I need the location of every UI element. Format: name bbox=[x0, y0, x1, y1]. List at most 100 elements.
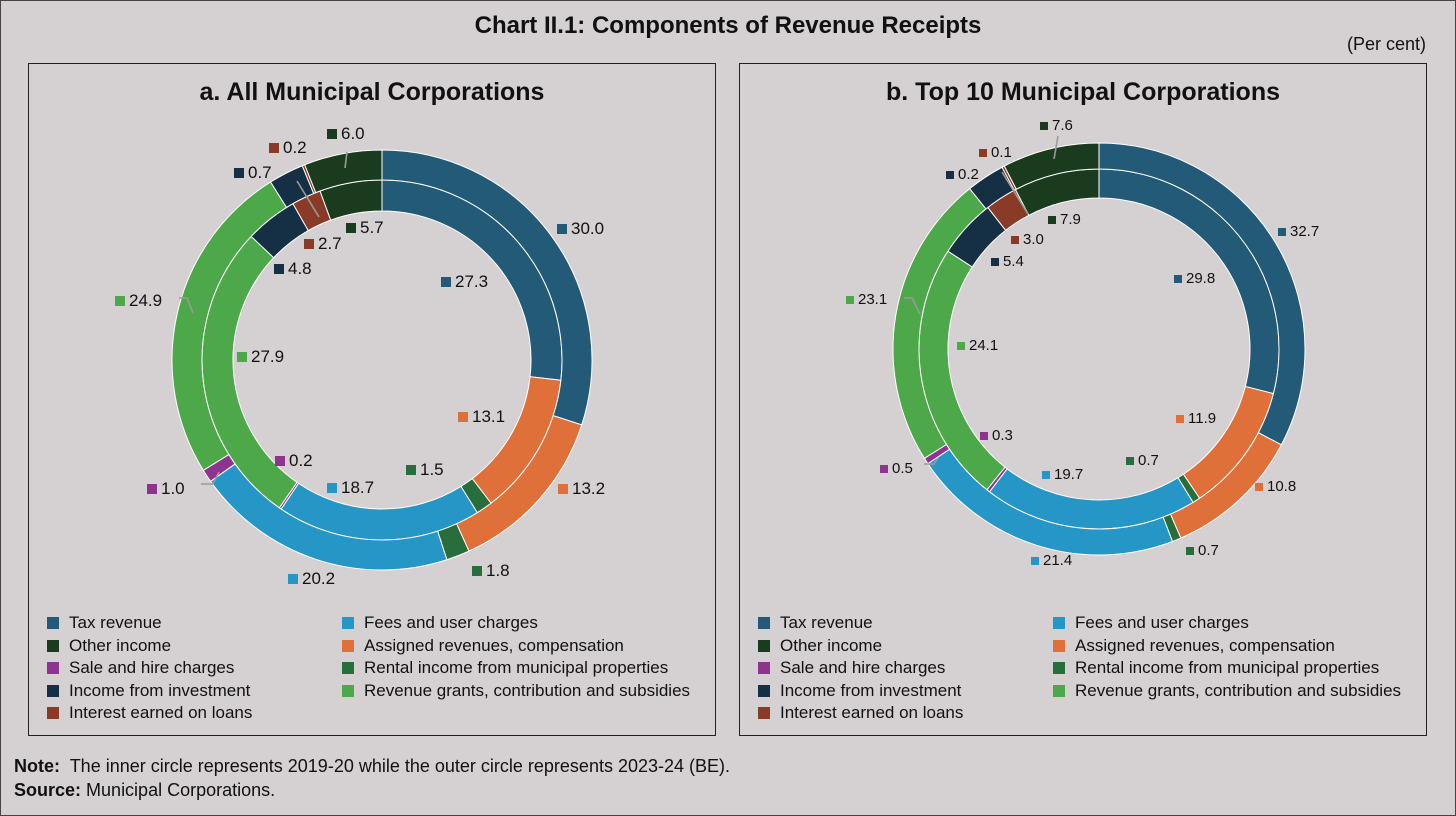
legend-item-fees: Fees and user charges bbox=[342, 613, 702, 633]
inner-data-label-sale: 0.3 bbox=[992, 427, 1013, 444]
legend-item-investment: Income from investment bbox=[758, 680, 1053, 701]
outer-label-marker-sale bbox=[147, 484, 157, 494]
outer-data-label-tax: 30.0 bbox=[571, 219, 604, 238]
outer-label-marker-grants bbox=[115, 296, 125, 306]
panel-title: b. Top 10 Municipal Corporations bbox=[886, 78, 1280, 106]
legend-item-interest: Interest earned on loans bbox=[758, 703, 1053, 723]
legend-label: Fees and user charges bbox=[1075, 613, 1249, 633]
legend-item-rental: Rental income from municipal properties bbox=[342, 658, 702, 678]
legend-label: Assigned revenues, compensation bbox=[1075, 635, 1335, 655]
legend-swatch bbox=[1053, 617, 1065, 630]
legend-item-interest: Interest earned on loans bbox=[47, 703, 342, 723]
legend-item-rental: Rental income from municipal properties bbox=[1053, 658, 1413, 678]
legend-label: Income from investment bbox=[780, 680, 962, 700]
inner-label-marker-other bbox=[1048, 216, 1056, 224]
legend: Tax revenue Fees and user charges Other in… bbox=[758, 613, 1418, 723]
inner-label-marker-fees bbox=[327, 483, 337, 493]
legend-label: Rental income from municipal properties bbox=[1075, 658, 1380, 678]
inner-label-marker-assigned bbox=[458, 412, 468, 422]
outer-label-marker-grants bbox=[846, 296, 854, 304]
legend-swatch bbox=[1053, 639, 1065, 652]
outer-data-label-investment: 0.7 bbox=[248, 163, 272, 182]
inner-label-marker-other bbox=[346, 223, 356, 233]
donut-chart-svg: 29.8 11.9 0.7 19.7 0.3 24.1 5.4 3.0 7.9 32.7 10.8 0… bbox=[846, 117, 1319, 569]
panel-title: a. All Municipal Corporations bbox=[199, 78, 545, 106]
inner-data-label-fees: 18.7 bbox=[341, 478, 374, 497]
legend-item-grants: Revenue grants, contribution and subsidi… bbox=[342, 681, 702, 701]
legend-item-assigned: Assigned revenues, compensation bbox=[342, 635, 702, 656]
inner-data-label-interest: 2.7 bbox=[318, 234, 342, 253]
inner-data-label-tax: 27.3 bbox=[455, 272, 488, 291]
legend-label: Fees and user charges bbox=[364, 613, 538, 633]
outer-data-label-sale: 1.0 bbox=[161, 479, 185, 498]
legend-label: Tax revenue bbox=[780, 613, 873, 633]
note-text: The inner circle represents 2019-20 whil… bbox=[69, 756, 731, 776]
legend-item-assigned: Assigned revenues, compensation bbox=[1053, 635, 1413, 656]
legend-swatch bbox=[342, 617, 354, 630]
outer-data-label-interest: 0.2 bbox=[283, 138, 307, 157]
outer-data-label-rental: 1.8 bbox=[486, 561, 510, 580]
outer-label-marker-assigned bbox=[558, 484, 568, 494]
outer-label-marker-rental bbox=[1186, 547, 1194, 555]
outer-label-marker-rental bbox=[472, 566, 482, 576]
legend-item-sale: Sale and hire charges bbox=[47, 658, 342, 678]
outer-ring-slice-other bbox=[1003, 142, 1100, 190]
legend: Tax revenue Fees and user charges Other in… bbox=[47, 613, 707, 723]
outer-label-marker-interest bbox=[269, 143, 279, 153]
legend-label: Sale and hire charges bbox=[780, 658, 946, 678]
inner-label-marker-grants bbox=[237, 352, 247, 362]
legend-label: Rental income from municipal properties bbox=[364, 658, 669, 678]
leader-line bbox=[201, 471, 220, 485]
legend-item-sale: Sale and hire charges bbox=[758, 658, 1053, 678]
note-label: Note: bbox=[14, 756, 60, 776]
legend-swatch bbox=[342, 639, 354, 652]
outer-label-marker-sale bbox=[880, 465, 888, 473]
donut-chart-svg: 27.3 13.1 1.5 18.7 0.2 27.9 4.8 2.7 5.7 30.0 13.2 1… bbox=[115, 124, 605, 588]
legend-label: Assigned revenues, compensation bbox=[364, 635, 624, 655]
legend-item-tax: Tax revenue bbox=[758, 613, 1053, 633]
inner-data-label-investment: 5.4 bbox=[1003, 253, 1024, 270]
panel-all-municipal-corporations: a. All Municipal Corporations 27.3 13.1 1.… bbox=[28, 63, 716, 736]
inner-data-label-assigned: 13.1 bbox=[472, 407, 505, 426]
outer-label-marker-other bbox=[327, 129, 337, 139]
leader-line bbox=[296, 180, 320, 218]
inner-data-label-tax: 29.8 bbox=[1186, 270, 1215, 287]
legend-label: Interest earned on loans bbox=[69, 703, 253, 723]
legend-label: Other income bbox=[69, 635, 172, 655]
leader-line bbox=[344, 151, 348, 169]
inner-label-marker-interest bbox=[304, 239, 314, 249]
legend-item-investment: Income from investment bbox=[47, 681, 342, 701]
legend-swatch bbox=[47, 617, 59, 630]
outer-data-label-fees: 21.4 bbox=[1043, 552, 1072, 569]
source-text: Municipal Corporations. bbox=[86, 780, 276, 800]
inner-label-marker-assigned bbox=[1176, 415, 1184, 423]
outer-label-marker-fees bbox=[1031, 557, 1039, 565]
outer-label-marker-investment bbox=[946, 171, 954, 179]
inner-label-marker-tax bbox=[441, 277, 451, 287]
leader-line bbox=[179, 297, 194, 314]
outer-data-label-grants: 23.1 bbox=[858, 291, 887, 308]
legend-item-tax: Tax revenue bbox=[47, 613, 342, 633]
chart-title: Chart II.1: Components of Revenue Receip… bbox=[474, 12, 982, 39]
legend-swatch bbox=[342, 684, 354, 697]
outer-data-label-investment: 0.2 bbox=[958, 166, 979, 183]
inner-data-label-grants: 27.9 bbox=[251, 347, 284, 366]
legend-label: Other income bbox=[780, 635, 883, 655]
outer-data-label-other: 6.0 bbox=[341, 124, 365, 143]
outer-data-label-assigned: 10.8 bbox=[1267, 478, 1296, 495]
outer-data-label-tax: 32.7 bbox=[1290, 223, 1319, 240]
legend-item-other: Other income bbox=[758, 635, 1053, 656]
legend-swatch bbox=[47, 639, 59, 652]
legend-item-grants: Revenue grants, contribution and subsidi… bbox=[1053, 681, 1413, 701]
inner-data-label-investment: 4.8 bbox=[288, 259, 312, 278]
legend-swatch bbox=[1053, 684, 1065, 697]
inner-data-label-interest: 3.0 bbox=[1023, 231, 1044, 248]
inner-label-marker-sale bbox=[275, 456, 285, 466]
legend-label: Sale and hire charges bbox=[69, 658, 235, 678]
inner-label-marker-rental bbox=[1126, 457, 1134, 465]
legend-item-fees: Fees and user charges bbox=[1053, 613, 1413, 633]
leader-line bbox=[1001, 171, 1029, 215]
legend-swatch bbox=[758, 617, 770, 630]
inner-label-marker-tax bbox=[1174, 275, 1182, 283]
panel-top-10-municipal-corporations: b. Top 10 Municipal Corporations 29.8 11.… bbox=[739, 63, 1427, 736]
